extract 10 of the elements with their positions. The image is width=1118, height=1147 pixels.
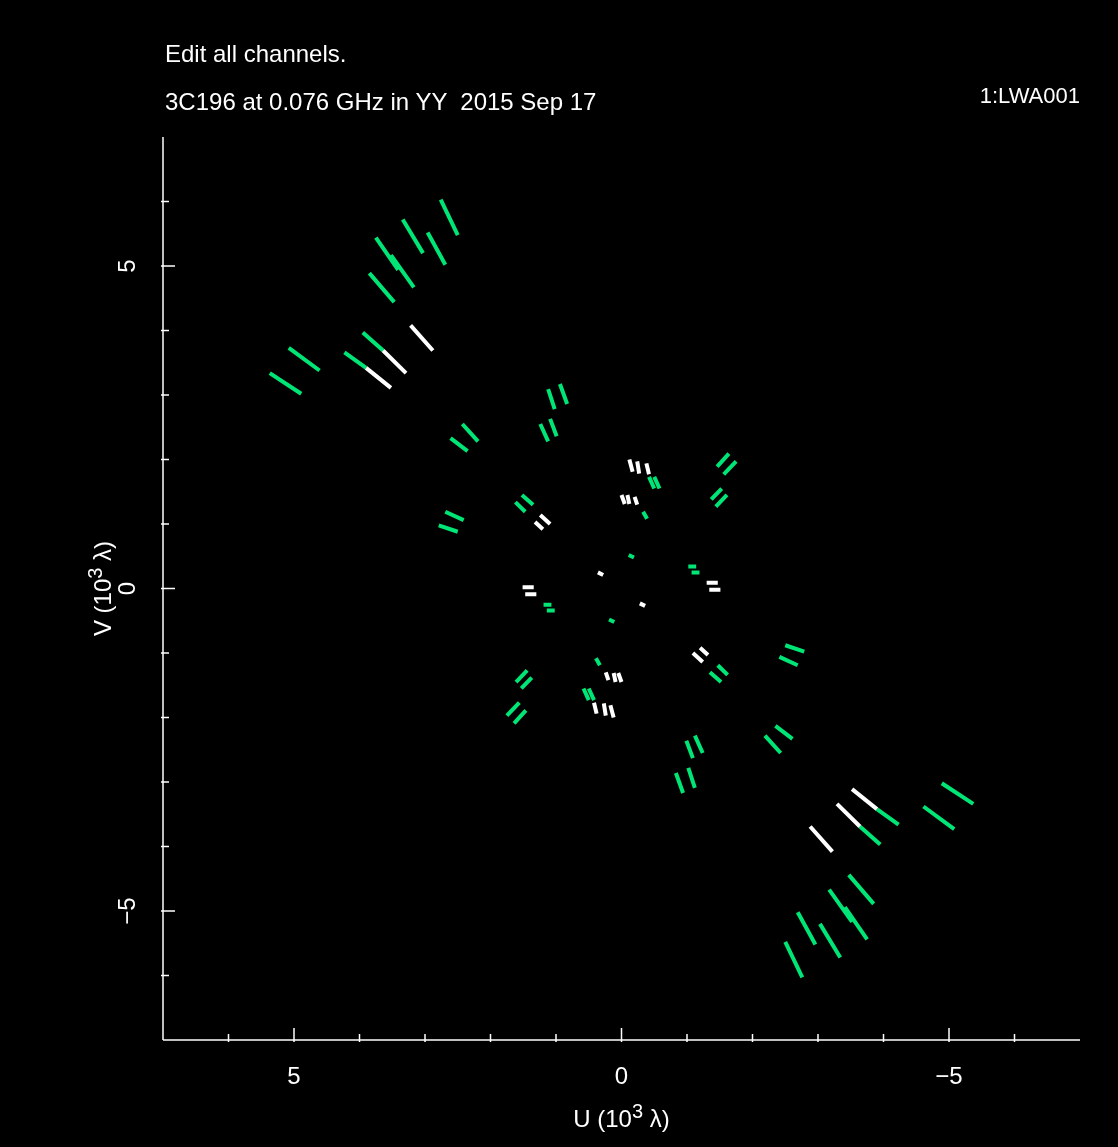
y-tick-label: 5 [113,259,140,273]
x-tick-label: 0 [614,1062,629,1089]
y-tick-label: 0 [113,581,140,596]
y-tick-label: −5 [113,897,140,925]
text: 1:LWA001 [979,83,1080,109]
chart-title: 3C196 at 0.076 GHz in YY 2015 Sep 17 [165,88,597,116]
x-tick-label: 5 [287,1062,301,1089]
x-axis-title: U (10$^{3}$ λ) [572,1100,671,1133]
text: Edit all channels. [165,40,347,68]
x-tick-label: −5 [935,1062,963,1089]
